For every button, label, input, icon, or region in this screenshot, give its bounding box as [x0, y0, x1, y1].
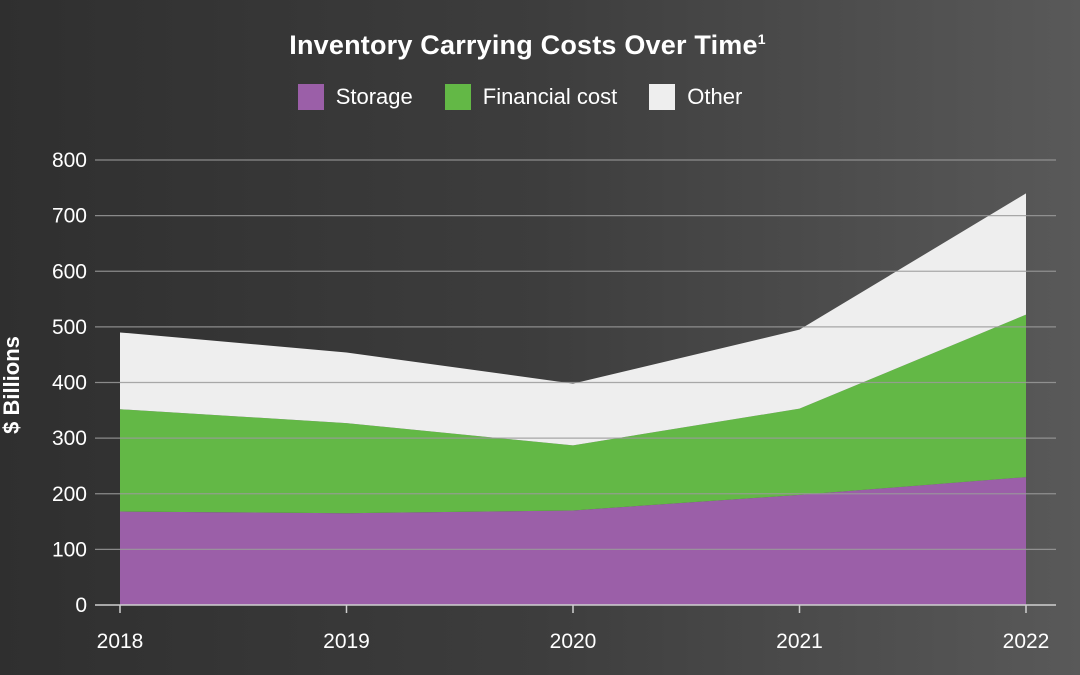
- legend-swatch-storage: [297, 84, 324, 110]
- legend: Storage Financial cost Other: [0, 84, 1040, 110]
- legend-swatch-financial-cost: [444, 84, 471, 110]
- x-tick-label-2022: 2022: [1003, 630, 1050, 653]
- y-tick-label-500: 500: [52, 316, 87, 339]
- x-tick-label-2018: 2018: [97, 630, 144, 653]
- area-storage: [120, 477, 1026, 605]
- legend-item-storage: Storage: [297, 84, 413, 110]
- legend-swatch-other: [649, 84, 676, 110]
- legend-label-storage: Storage: [335, 84, 413, 109]
- y-tick-label-300: 300: [52, 427, 87, 450]
- chart-title-text: Inventory Carrying Costs Over Time: [289, 30, 758, 60]
- title-footnote-marker: 1: [757, 31, 766, 47]
- x-tick-label-2019: 2019: [323, 630, 370, 653]
- y-tick-label-800: 800: [52, 149, 87, 172]
- legend-label-other: Other: [687, 84, 743, 109]
- y-tick-label-400: 400: [52, 372, 87, 395]
- chart-title: Inventory Carrying Costs Over Time1: [0, 30, 1055, 61]
- x-tick-label-2021: 2021: [776, 630, 823, 653]
- legend-item-financial-cost: Financial cost: [444, 84, 618, 110]
- y-tick-label-200: 200: [52, 483, 87, 506]
- y-tick-label-700: 700: [52, 205, 87, 228]
- area-financial-cost: [120, 314, 1026, 514]
- y-tick-label-100: 100: [52, 538, 87, 561]
- x-tick-label-2020: 2020: [550, 630, 597, 653]
- legend-label-financial-cost: Financial cost: [482, 84, 618, 109]
- legend-item-other: Other: [649, 84, 742, 110]
- y-tick-label-0: 0: [75, 594, 87, 617]
- y-tick-label-600: 600: [52, 260, 87, 283]
